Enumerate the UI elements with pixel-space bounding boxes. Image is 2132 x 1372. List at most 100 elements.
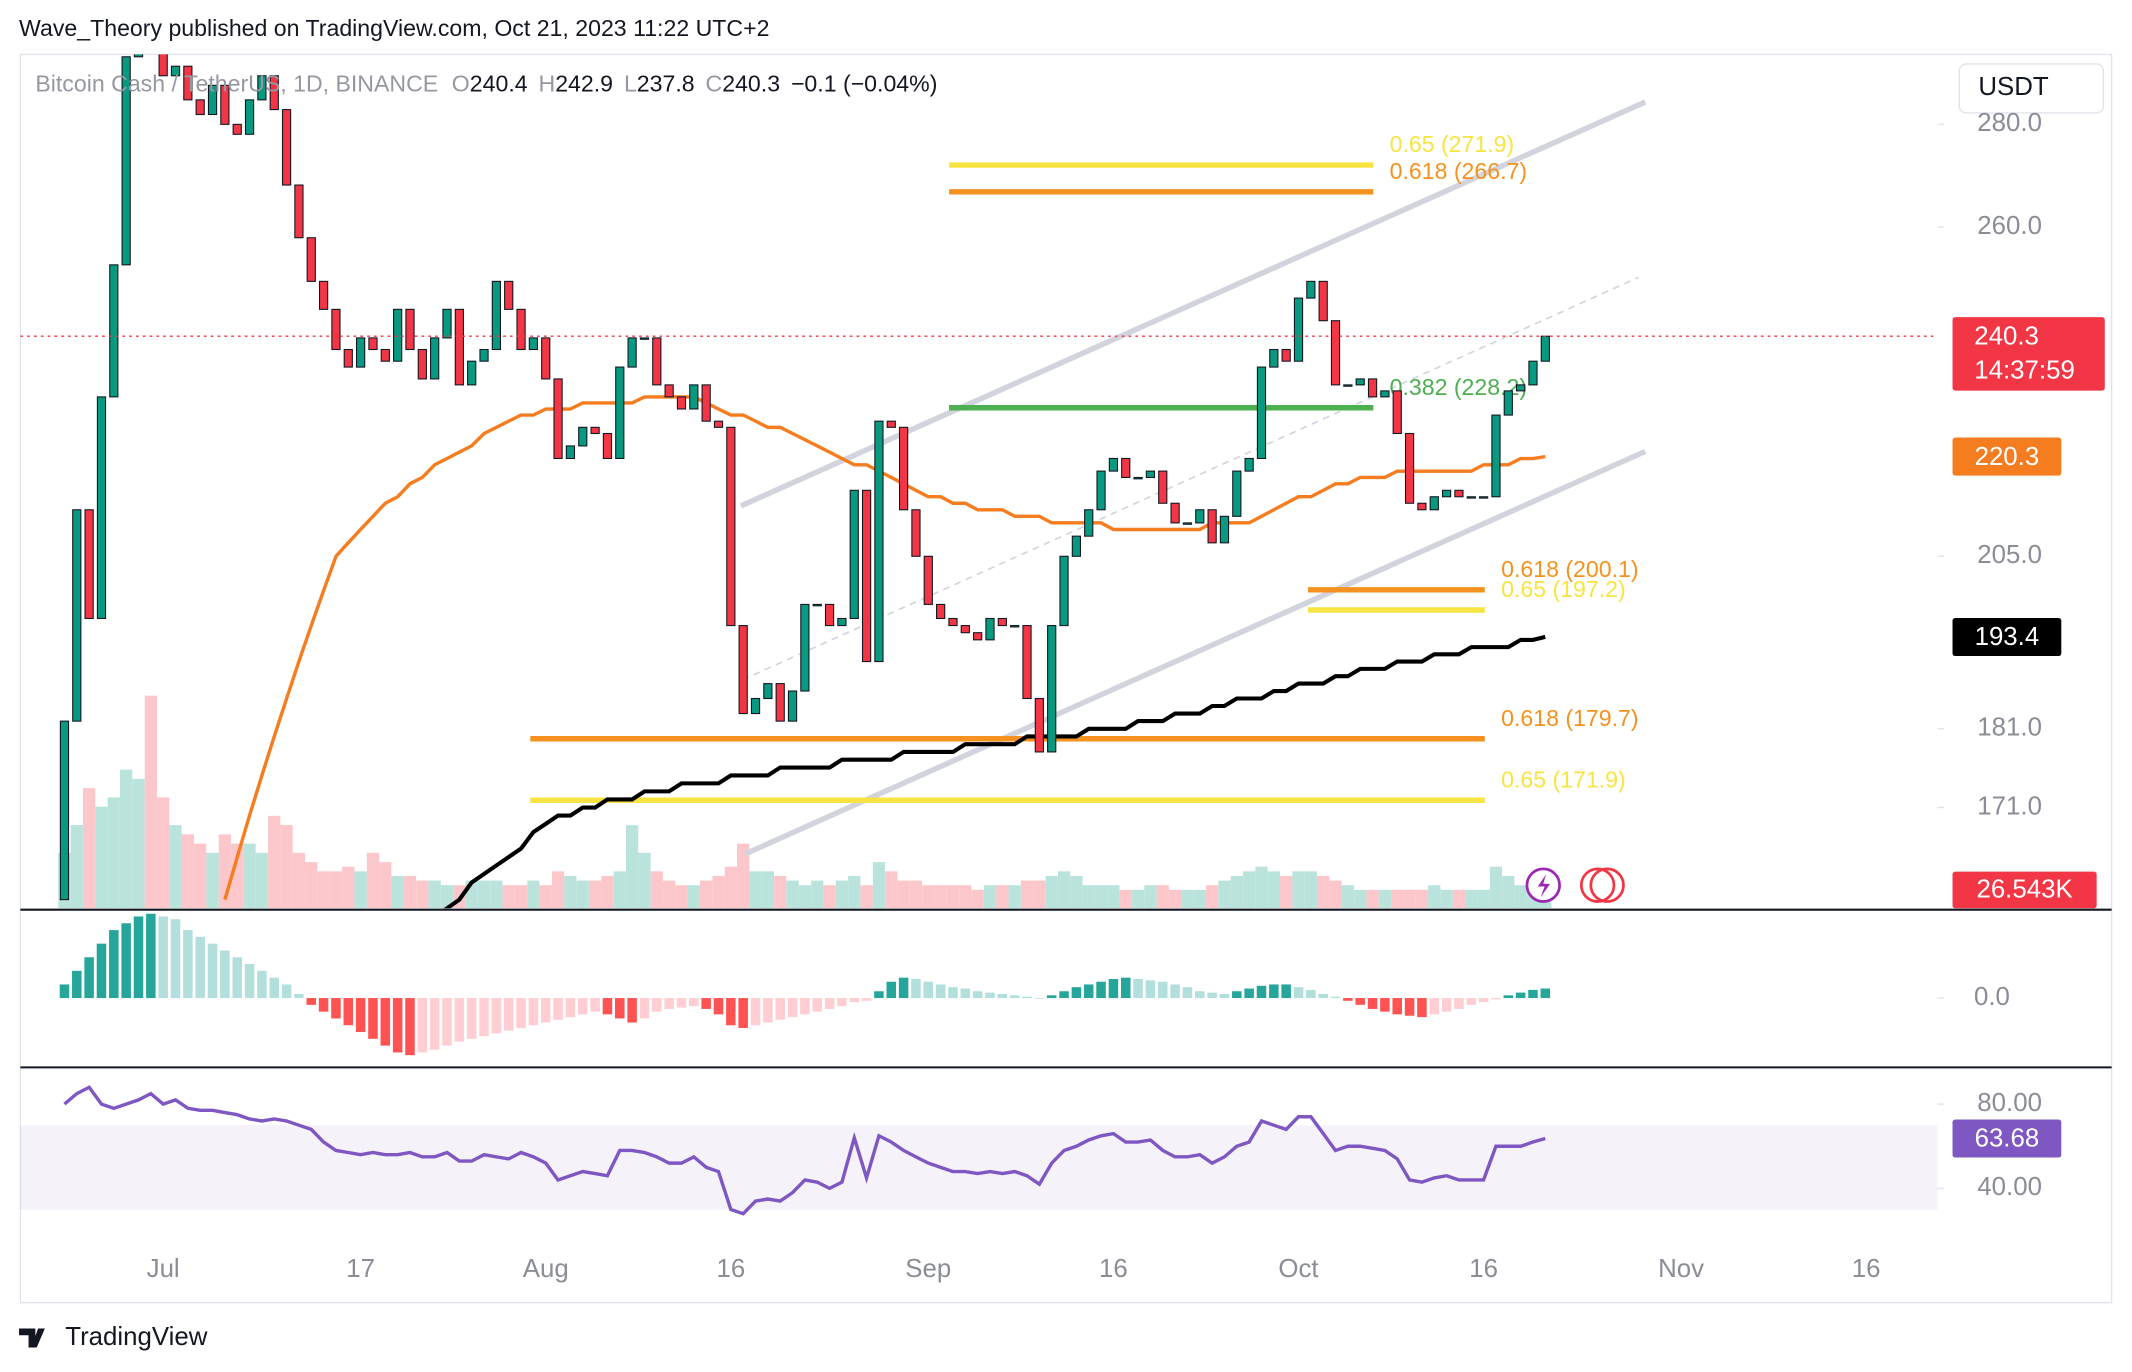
macd-bar — [861, 998, 872, 1001]
macd-bar — [516, 998, 526, 1028]
volume-bar — [835, 880, 849, 909]
macd-bar — [664, 998, 674, 1009]
macd-bar — [1367, 998, 1378, 1009]
candle — [405, 308, 415, 351]
price-tag — [1952, 317, 2105, 391]
volume-tag-label: 26.543K — [1976, 875, 2072, 903]
macd-bar — [368, 998, 378, 1039]
macd-bar — [1219, 993, 1230, 999]
volume-bar — [1181, 889, 1194, 909]
volume-bar — [564, 875, 577, 909]
volume-bar — [638, 852, 651, 909]
volume-bar — [280, 825, 293, 909]
macd-bar — [1454, 998, 1464, 1009]
volume-bar — [1107, 885, 1120, 909]
candle — [1071, 535, 1082, 557]
volume-bar — [1415, 889, 1429, 909]
volume-bar — [1428, 885, 1441, 909]
volume-bar — [1280, 875, 1293, 909]
candle — [689, 384, 699, 410]
macd-bar — [528, 998, 539, 1026]
macd-bar — [133, 916, 144, 999]
macd-bar — [676, 998, 687, 1008]
candle — [1441, 489, 1452, 498]
macd-bar — [1120, 977, 1131, 999]
volume-bar — [1452, 889, 1466, 909]
macd-bar — [454, 998, 465, 1042]
macd-bar — [1108, 979, 1119, 999]
channel-mid — [742, 276, 1639, 681]
volume-bar — [1477, 889, 1490, 909]
macd-bar — [787, 998, 798, 1018]
macd-bar — [1096, 981, 1106, 999]
macd-bar — [1355, 998, 1365, 1005]
candle — [1034, 697, 1044, 753]
candle — [1096, 470, 1106, 511]
candle — [306, 237, 316, 282]
volume-bar — [934, 885, 947, 909]
macd-bar — [257, 970, 267, 999]
macd-bar — [701, 998, 711, 1009]
volume-bar — [601, 875, 614, 909]
macd-bar — [1009, 995, 1020, 999]
volume-bar — [107, 797, 120, 909]
candle — [824, 603, 835, 627]
macd-bar — [1503, 995, 1514, 999]
volume-bar — [1119, 889, 1132, 909]
volume-bar — [700, 880, 713, 909]
volume-bar — [169, 825, 182, 909]
currency-button[interactable] — [1958, 63, 2105, 114]
macd-bar — [1478, 998, 1489, 1003]
y-tick-label: 205.0 — [1977, 541, 2042, 569]
macd-bar — [775, 998, 785, 1020]
macd-bar — [195, 936, 205, 999]
candle — [763, 683, 773, 700]
volume-bar — [428, 880, 441, 909]
volume-bar — [737, 843, 750, 909]
candle — [1219, 515, 1230, 544]
macd-bar — [898, 977, 909, 999]
candle — [442, 308, 452, 339]
candle — [553, 378, 563, 460]
macd-bar — [985, 992, 995, 999]
candle — [430, 337, 440, 380]
candle — [541, 337, 551, 380]
volume-bar — [971, 889, 984, 909]
candle — [652, 337, 662, 386]
volume-bar — [588, 880, 602, 909]
macd-bar — [72, 970, 82, 999]
x-tick-label: 16 — [1469, 1255, 1498, 1283]
volume-bar — [996, 885, 1009, 909]
macd-bar — [615, 998, 625, 1019]
volume-bar — [502, 885, 515, 909]
candle — [701, 384, 711, 422]
fib-label: 0.618 (179.7) — [1501, 705, 1638, 731]
macd-bar — [1466, 998, 1477, 1005]
candle — [565, 445, 576, 460]
currency[interactable]: USDT — [1978, 73, 2049, 101]
fib-label: 0.65 (197.2) — [1501, 576, 1626, 602]
volume-bar — [663, 880, 676, 909]
macd-bar — [960, 988, 971, 999]
candle — [356, 337, 366, 368]
volume-bar — [403, 875, 417, 909]
volume-tag — [1952, 871, 2097, 909]
candle — [676, 396, 687, 410]
macd-bar — [911, 979, 921, 999]
candle — [578, 426, 588, 447]
channel-lower — [744, 448, 1647, 857]
y-tick-label: 280.0 — [1977, 109, 2042, 137]
volume-bar — [897, 880, 910, 909]
volume-bar — [1144, 885, 1157, 909]
macd-bar — [553, 998, 563, 1020]
volume-bar — [983, 885, 997, 909]
macd-bar — [96, 943, 107, 999]
x-tick-label: Oct — [1278, 1255, 1318, 1283]
volume-bar — [909, 880, 923, 909]
symbol-line: Bitcoin Cash / TetherUS, 1D, BINANCE O240… — [35, 71, 937, 97]
candle — [454, 308, 464, 386]
volume-bar — [687, 885, 700, 909]
candle — [1429, 496, 1439, 511]
candle — [898, 426, 909, 511]
candle — [1528, 360, 1538, 386]
